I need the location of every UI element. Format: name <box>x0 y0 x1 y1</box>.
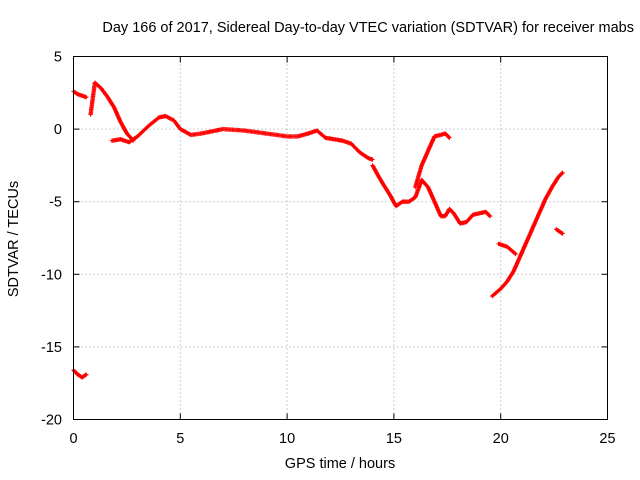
series-seg6 <box>413 131 452 190</box>
y-tick-label: -5 <box>49 195 62 211</box>
x-tick-label: 5 <box>176 431 184 447</box>
x-tick-label: 0 <box>69 431 77 447</box>
series-seg9 <box>554 227 565 236</box>
series-seg7 <box>490 170 565 299</box>
x-tick-label: 10 <box>279 431 295 447</box>
y-tick-labels: -20 -15 -10 -5 0 5 <box>41 50 62 429</box>
series-seg3 <box>88 80 136 143</box>
data-point-markers <box>370 163 493 226</box>
axis-ticks <box>73 56 608 420</box>
chart-title: Day 166 of 2017, Sidereal Day-to-day VTE… <box>102 20 634 36</box>
x-tick-labels: 0 5 10 15 20 25 <box>69 431 615 447</box>
y-tick-label: 5 <box>54 50 62 66</box>
series-seg5 <box>370 163 493 226</box>
y-axis-label: SDTVAR / TECUs <box>6 180 22 298</box>
y-tick-label: 0 <box>54 122 62 138</box>
x-tick-label: 25 <box>599 431 615 447</box>
grid-lines <box>73 56 608 420</box>
y-tick-label: -20 <box>41 413 62 429</box>
x-tick-label: 15 <box>386 431 402 447</box>
series-seg4 <box>109 113 375 162</box>
plot-frame <box>73 56 608 420</box>
data-point-markers <box>413 131 452 190</box>
series-seg8 <box>496 241 518 257</box>
y-tick-label: -10 <box>41 267 62 283</box>
data-point-markers <box>554 227 565 236</box>
data-point-markers <box>109 113 375 162</box>
data-point-markers <box>490 170 565 299</box>
data-point-markers <box>88 80 136 143</box>
x-tick-label: 20 <box>493 431 509 447</box>
y-tick-label: -15 <box>41 340 62 356</box>
x-axis-label: GPS time / hours <box>284 456 396 472</box>
data-point-markers <box>496 241 518 257</box>
data-points <box>71 80 565 380</box>
